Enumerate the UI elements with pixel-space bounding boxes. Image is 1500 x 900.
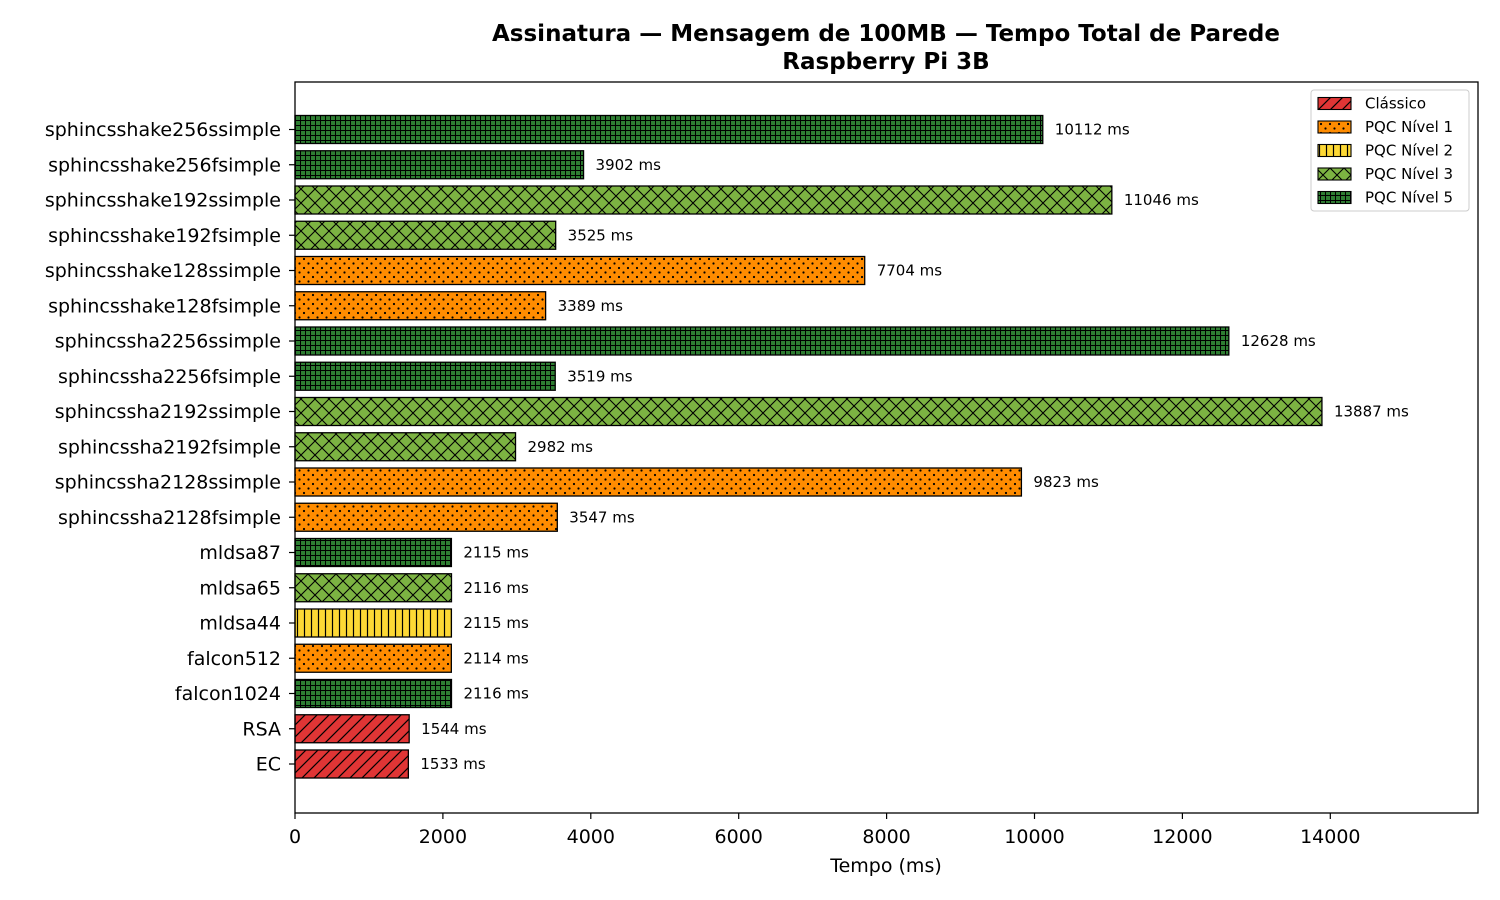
legend-swatch: [1317, 143, 1352, 158]
y-tick-label: sphincssha2128fsimple: [58, 507, 281, 529]
y-tick-label: sphincssha2192fsimple: [58, 436, 281, 458]
y-tick-label: sphincsshake256fsimple: [48, 154, 281, 176]
x-tick-label: 2000: [419, 826, 467, 848]
y-tick-label: sphincssha2256ssimple: [55, 331, 281, 353]
legend-label: PQC Nível 1: [1365, 118, 1453, 136]
bar: [294, 220, 557, 250]
legend-swatch: [1317, 96, 1352, 111]
chart-title: Assinatura — Mensagem de 100MB — Tempo T…: [492, 21, 1280, 47]
bar-value-label: 2115 ms: [463, 544, 529, 562]
chart-subtitle: Raspberry Pi 3B: [782, 49, 989, 75]
x-tick-label: 0: [289, 826, 301, 848]
bar: [294, 255, 866, 286]
bar: [294, 291, 547, 321]
plot-area-frame: [294, 81, 1479, 814]
y-tick-label: sphincssha2256fsimple: [58, 366, 281, 388]
bar-value-label: 7704 ms: [877, 262, 943, 280]
x-tick-label: 14000: [1300, 826, 1360, 848]
y-tick-label: EC: [256, 754, 281, 776]
y-tick-label: sphincsshake192fsimple: [48, 225, 281, 247]
y-tick-label: sphincsshake128fsimple: [48, 295, 281, 317]
legend-label: PQC Nível 3: [1365, 165, 1453, 183]
bar: [294, 114, 1044, 145]
x-ticks: 0 2000 4000 6000 8000 10000 12000 14000: [289, 813, 1361, 848]
bar-value-label: 2115 ms: [463, 614, 529, 632]
y-tick-label: sphincsshake192ssimple: [45, 190, 281, 212]
bar-value-label: 3519 ms: [567, 367, 633, 385]
y-tick-label: sphincssha2128ssimple: [55, 472, 281, 494]
bars-layer: 10112 ms 3902 ms 11046 ms 3525 ms 7704 ms 338…: [294, 114, 1409, 779]
bar: [294, 573, 453, 603]
y-tick-label: mldsa87: [199, 542, 281, 564]
legend-swatch: [1317, 120, 1352, 134]
legend-label: Clássico: [1365, 95, 1426, 113]
x-tick-label: 12000: [1152, 826, 1212, 848]
x-tick-label: 6000: [715, 826, 763, 848]
bar-value-label: 3389 ms: [558, 297, 624, 315]
bar: [294, 643, 452, 673]
bar: [294, 185, 1113, 215]
bar-value-label: 3547 ms: [569, 508, 635, 526]
legend-swatch: [1317, 167, 1352, 181]
y-tick-label: falcon512: [187, 648, 281, 670]
bar: [294, 537, 453, 568]
x-axis-label: Tempo (ms): [829, 855, 942, 877]
bar: [294, 361, 556, 391]
bar: [294, 502, 558, 532]
bar-value-label: 3902 ms: [596, 156, 662, 174]
y-tick-label: mldsa65: [199, 577, 281, 599]
bar: [294, 608, 453, 638]
x-tick-label: 10000: [1004, 826, 1064, 848]
legend-swatch: [1317, 190, 1352, 205]
legend: Clássico PQC Nível 1 PQC Nível 2 PQC Nível …: [1310, 89, 1470, 212]
bar: [294, 678, 453, 709]
y-tick-label: RSA: [242, 718, 281, 740]
bar-value-label: 1544 ms: [421, 720, 487, 738]
bar-value-label: 2116 ms: [463, 579, 529, 597]
bar: [294, 396, 1323, 427]
bar: [294, 714, 410, 744]
bar-value-label: 2116 ms: [463, 685, 529, 703]
bar-value-label: 12628 ms: [1241, 332, 1316, 350]
y-tick-label: sphincsshake128ssimple: [45, 260, 281, 282]
bar: [294, 467, 1023, 497]
bar: [294, 326, 1230, 356]
bar-value-label: 9823 ms: [1033, 473, 1099, 491]
bar-value-label: 2982 ms: [528, 438, 594, 456]
x-tick-label: 8000: [862, 826, 910, 848]
y-tick-labels: sphincsshake256ssimple sphincsshake256fsi…: [45, 119, 295, 776]
bar-value-label: 10112 ms: [1055, 121, 1130, 139]
legend-label: PQC Nível 2: [1365, 142, 1453, 160]
bar-value-label: 1533 ms: [420, 755, 486, 773]
bar: [294, 749, 410, 779]
bar: [294, 150, 585, 180]
bar-value-label: 2114 ms: [463, 649, 529, 667]
bar-value-label: 11046 ms: [1124, 191, 1199, 209]
x-tick-label: 4000: [567, 826, 615, 848]
bar: [294, 432, 517, 462]
y-tick-label: mldsa44: [199, 613, 281, 635]
bar-value-label: 13887 ms: [1334, 403, 1409, 421]
y-tick-label: falcon1024: [175, 683, 281, 705]
legend-frame: [1310, 89, 1470, 212]
legend-label: PQC Nível 5: [1365, 189, 1453, 207]
y-tick-label: sphincsshake256ssimple: [45, 119, 281, 141]
y-tick-label: sphincssha2192ssimple: [55, 401, 281, 423]
bar-value-label: 3525 ms: [568, 226, 634, 244]
